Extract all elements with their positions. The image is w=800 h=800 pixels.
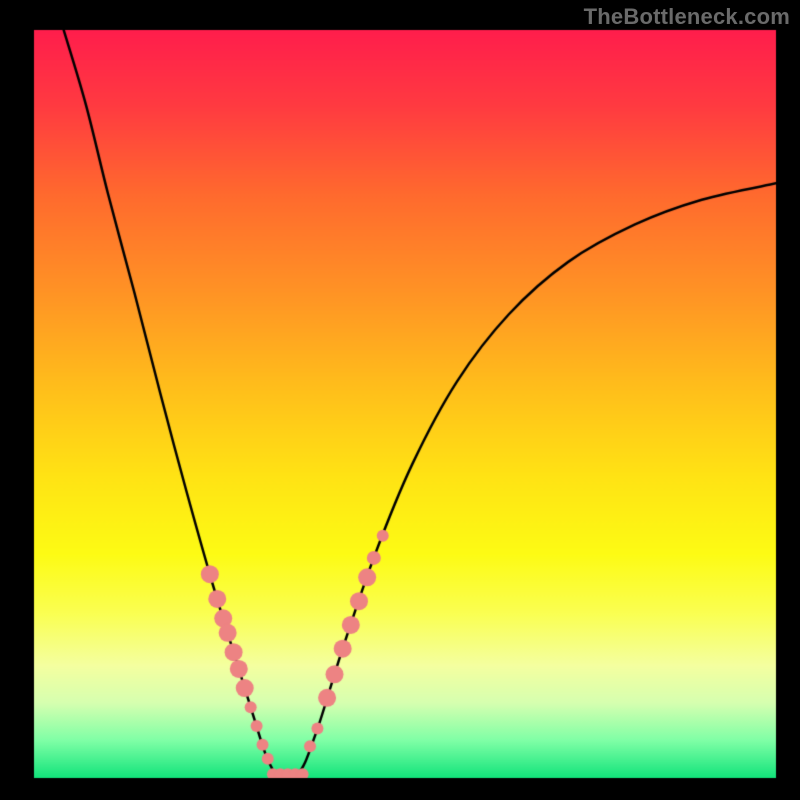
chart-stage: TheBottleneck.com <box>0 0 800 800</box>
bottleneck-curve-canvas <box>0 0 800 800</box>
